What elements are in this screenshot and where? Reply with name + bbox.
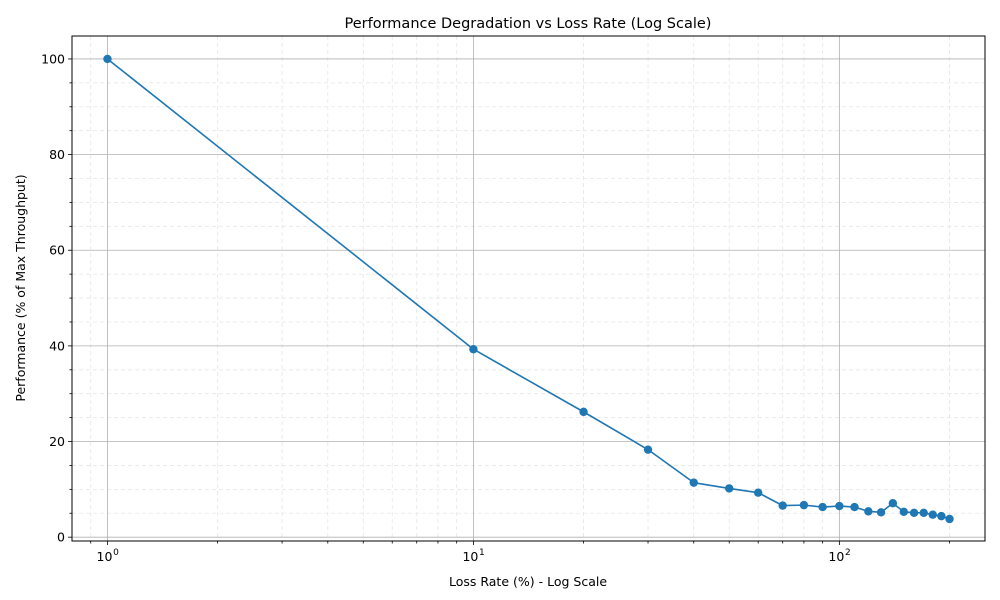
chart-title: Performance Degradation vs Loss Rate (Lo… bbox=[345, 16, 712, 32]
data-point bbox=[725, 484, 734, 493]
major-grid bbox=[72, 36, 985, 541]
x-tick-label: 10 bbox=[828, 549, 844, 564]
data-point bbox=[937, 511, 946, 521]
data-series bbox=[103, 54, 954, 524]
y-tick-label: 80 bbox=[49, 147, 65, 162]
data-point bbox=[835, 501, 844, 511]
data-point bbox=[928, 510, 937, 519]
y-axis-label: Performance (% of Max Throughput) bbox=[13, 174, 28, 401]
y-tick-label: 40 bbox=[49, 338, 65, 353]
data-point bbox=[799, 500, 809, 510]
data-point bbox=[850, 502, 859, 512]
plot-area bbox=[72, 36, 985, 541]
data-point bbox=[945, 514, 954, 524]
data-point bbox=[579, 407, 588, 417]
data-point bbox=[899, 507, 909, 517]
data-point bbox=[818, 502, 827, 512]
data-point bbox=[469, 345, 478, 354]
data-point bbox=[909, 508, 919, 517]
data-point bbox=[888, 499, 898, 508]
y-tick-label: 0 bbox=[57, 530, 65, 545]
data-point bbox=[753, 488, 763, 497]
y-tick-label: 100 bbox=[41, 51, 65, 66]
x-tick-label: 10 bbox=[462, 549, 478, 564]
data-point bbox=[864, 507, 873, 516]
plot-frame bbox=[71, 35, 986, 542]
x-axis-ticks: 10 0 10 1 10 2 bbox=[90, 541, 950, 564]
x-tick-label-exponent: 0 bbox=[113, 548, 119, 558]
data-point bbox=[103, 54, 112, 64]
x-tick-label-exponent: 1 bbox=[479, 548, 485, 558]
x-axis-label: Loss Rate (%) - Log Scale bbox=[449, 574, 607, 589]
data-point bbox=[919, 508, 928, 517]
data-point bbox=[643, 445, 653, 454]
y-axis-ticks: 0 20 40 60 80 100 bbox=[41, 51, 72, 545]
y-tick-label: 60 bbox=[49, 243, 65, 258]
x-tick-label-exponent: 2 bbox=[845, 548, 851, 558]
data-point bbox=[778, 501, 787, 510]
data-point bbox=[689, 478, 698, 487]
data-point bbox=[876, 508, 886, 517]
y-tick-label: 20 bbox=[49, 434, 65, 449]
x-tick-label: 10 bbox=[97, 549, 113, 564]
minor-grid bbox=[72, 36, 985, 541]
